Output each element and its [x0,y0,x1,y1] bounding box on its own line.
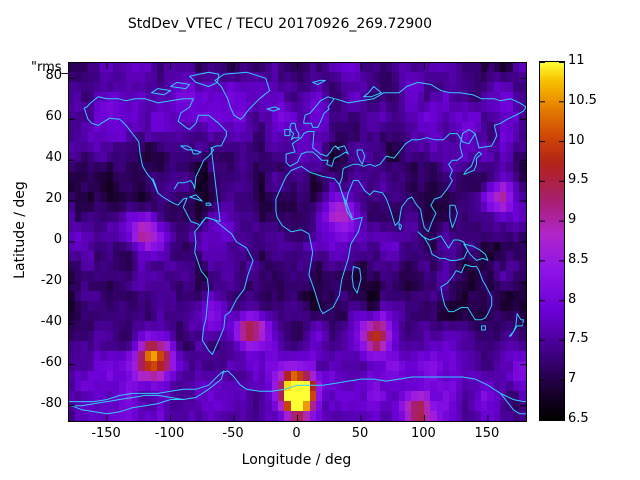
colorbar-tick-label: 9.5 [568,172,589,188]
y-tick-label: -20 [40,272,62,288]
y-tick-label: -40 [40,313,62,329]
y-tick-label: -60 [40,354,62,370]
x-tick-label: -150 [91,426,121,441]
colorbar-tick-label: 9 [568,212,577,228]
vtec-heatmap [69,63,526,421]
colorbar-tick-label: 7.5 [568,331,589,347]
colorbar-tick-label: 7 [568,371,577,387]
chart-title: StdDev_VTEC / TECU 20170926_269.72900 [127,16,433,32]
colorbar-gradient [540,62,564,420]
x-tick-label: -100 [154,426,185,441]
x-tick-label: 100 [411,426,436,441]
map-plot-area[interactable] [68,62,527,422]
colorbar-tick-label: 10.5 [568,92,597,108]
x-tick-label: 150 [474,426,500,441]
colorbar-tick-label: 8.5 [568,251,589,267]
y-tick-label: 60 [45,109,62,125]
colorbar-tick-labels: 11 10.5 10 9.5 9 8.5 8 7.5 7 6.5 [568,53,638,426]
x-axis-tick-labels: -150 -100 -50 0 50 100 150 [68,426,525,446]
coastline-overlay [69,71,526,415]
x-tick-label: 50 [351,426,369,441]
colorbar-tick-label: 10 [568,132,585,148]
colorbar-tick-label: 11 [568,53,585,68]
stray-annotation-label: "rms_ [31,60,69,75]
y-tick-label: 40 [45,150,62,166]
y-tick-label: 80 [45,68,62,84]
y-tick-label: 20 [45,191,62,207]
colorbar[interactable] [539,61,565,421]
y-axis-title: Latitude / deg [12,181,28,279]
x-tick-label: -50 [222,426,244,441]
x-tick-label: 0 [292,426,301,441]
colorbar-tick-label: 6.5 [568,411,589,426]
y-tick-label: -80 [40,395,62,411]
x-axis-title: Longitude / deg [241,452,352,468]
colorbar-tick-label: 8 [568,291,577,307]
y-tick-label: 0 [53,232,62,247]
y-axis-tick-labels: 80 60 40 20 0 -20 -40 -60 -80 [0,62,62,420]
